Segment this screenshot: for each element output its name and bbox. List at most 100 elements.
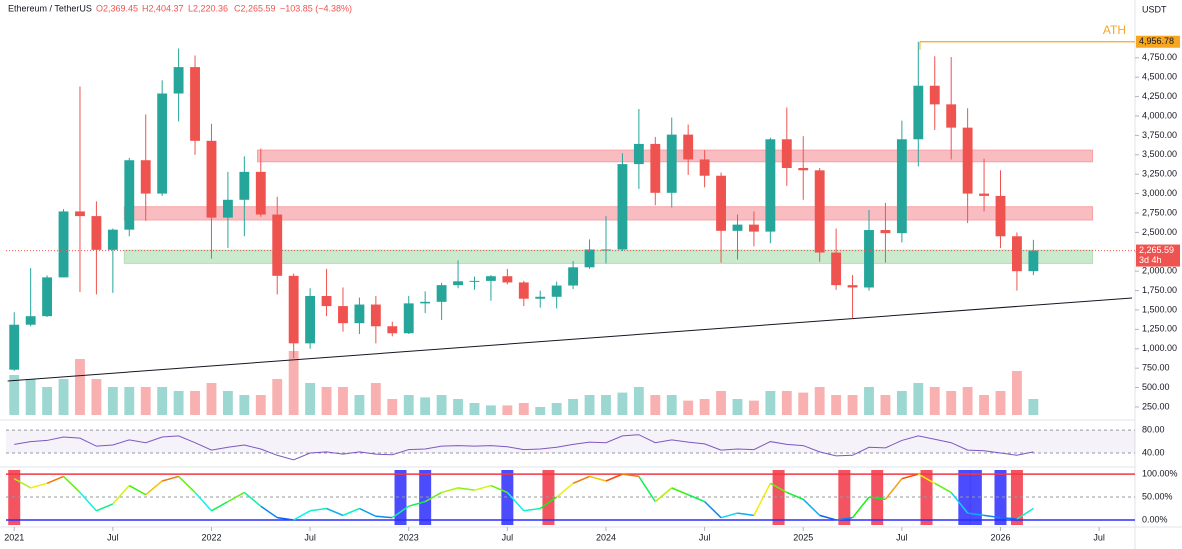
volume-bar — [716, 391, 726, 415]
stoch-segment — [868, 496, 886, 501]
x-tick-label: Jul — [107, 532, 119, 542]
candle-body — [469, 280, 480, 282]
stoch-segment — [408, 500, 426, 507]
y-tick-label: 750.00 — [1142, 363, 1170, 373]
volume-bar — [91, 379, 102, 415]
volume-bar — [650, 395, 661, 415]
candle-body — [75, 211, 85, 217]
candle-body — [831, 252, 842, 286]
stoch-segment — [786, 491, 804, 501]
stoch-segment — [441, 487, 459, 494]
candle-body — [222, 199, 233, 218]
x-tick-label: 2023 — [399, 532, 419, 542]
stoch-signal — [419, 470, 432, 525]
candle-body — [255, 171, 266, 215]
candle-body — [699, 159, 710, 176]
candle-body — [716, 175, 726, 231]
candle-body — [568, 267, 579, 286]
y-tick-label: 3,250.00 — [1142, 169, 1177, 179]
ath-text: ATH — [1103, 23, 1126, 37]
stoch-segment — [359, 507, 377, 517]
candle-body — [288, 275, 299, 344]
stoch-tick-label: 100.00% — [1142, 469, 1178, 479]
stoch-segment — [13, 478, 32, 489]
candle-body — [403, 303, 414, 334]
ohlc-open: O2,369.45 — [96, 3, 138, 13]
volume-bar — [568, 399, 579, 415]
stoch-segment — [720, 512, 738, 519]
stoch-segment — [474, 484, 492, 491]
volume-bar — [485, 405, 496, 415]
stoch-segment — [326, 507, 344, 517]
volume-bar — [305, 383, 316, 415]
stoch-segment — [539, 496, 558, 510]
candle-body — [140, 160, 151, 194]
volume-bar — [272, 379, 283, 415]
stoch-segment — [950, 491, 969, 514]
candle-body — [157, 93, 168, 194]
candle-body — [190, 67, 200, 141]
y-tick-label: 4,500.00 — [1142, 72, 1177, 82]
stoch-segment — [917, 473, 936, 484]
volume-bar — [748, 400, 759, 415]
candle-body — [436, 285, 447, 302]
y-tick-label: 3,000.00 — [1142, 188, 1177, 198]
volume-bar — [683, 400, 694, 415]
candle-body — [173, 67, 184, 94]
x-tick-label: 2026 — [990, 532, 1010, 542]
candle-body — [650, 143, 661, 193]
stoch-segment — [589, 475, 607, 482]
volume-bar — [370, 383, 381, 415]
volume-bar — [995, 391, 1006, 415]
x-tick-label: Jul — [699, 532, 711, 542]
rsi-line — [14, 434, 1034, 461]
volume-bar — [979, 395, 989, 415]
stoch-segment — [901, 473, 919, 480]
volume-bar — [847, 395, 858, 415]
stoch-segment — [506, 491, 525, 512]
stoch-segment — [424, 491, 442, 503]
volume-bar — [124, 387, 135, 415]
x-tick-label: 2025 — [793, 532, 813, 542]
volume-bar — [929, 387, 940, 415]
volume-bar — [206, 383, 217, 415]
volume-bar — [469, 403, 480, 415]
stoch-segment — [704, 501, 722, 519]
stoch-signal — [969, 470, 982, 525]
stoch-segment — [967, 512, 985, 517]
x-tick-label: Jul — [304, 532, 316, 542]
stoch-segment — [572, 475, 590, 484]
candle-body — [847, 285, 858, 288]
volume-bar — [387, 399, 398, 415]
candle-body — [584, 249, 595, 268]
candle-body — [370, 304, 381, 327]
y-tick-label: 1,750.00 — [1142, 285, 1177, 295]
candle-body — [666, 134, 677, 193]
candle-body — [387, 326, 398, 334]
y-tick-label: 4,000.00 — [1142, 110, 1177, 120]
volume-bar — [535, 407, 546, 415]
stoch-segment — [243, 491, 262, 507]
volume-bar — [798, 392, 809, 415]
stoch-segment — [277, 516, 294, 521]
stoch-segment — [342, 507, 360, 517]
volume-bar — [9, 375, 20, 415]
ohlc-low: L2,220.36 — [188, 3, 228, 13]
y-tick-label: 3,750.00 — [1142, 130, 1177, 140]
y-tick-label: 2,750.00 — [1142, 207, 1177, 217]
stoch-tick-label: 0.00% — [1142, 514, 1168, 524]
candle-body — [9, 324, 20, 370]
volume-bar — [288, 351, 299, 415]
volume-bar — [962, 387, 973, 415]
rsi-band — [6, 430, 1135, 453]
stoch-segment — [556, 482, 574, 498]
candle-body — [683, 134, 694, 160]
volume-bar — [732, 399, 743, 415]
stoch-segment — [1000, 516, 1017, 520]
volume-bar — [255, 395, 266, 415]
stoch-segment — [227, 491, 245, 503]
stoch-signal — [958, 470, 971, 525]
last-price-label: 2,265.59 — [1139, 245, 1174, 255]
stoch-segment — [687, 494, 705, 503]
stoch-segment — [769, 482, 788, 494]
